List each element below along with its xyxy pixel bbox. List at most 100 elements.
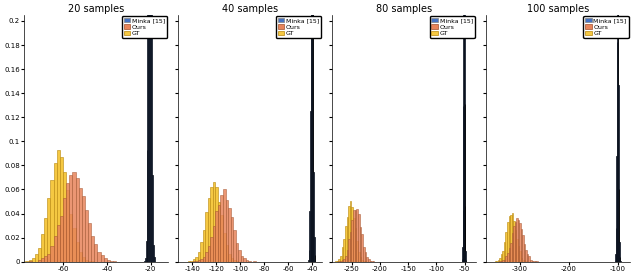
Bar — [518, 246, 519, 262]
Bar — [213, 226, 216, 262]
Bar — [72, 172, 75, 262]
Bar — [355, 210, 356, 262]
Bar — [63, 198, 66, 262]
Bar — [515, 222, 516, 262]
Bar — [521, 229, 522, 262]
Bar — [515, 230, 516, 262]
Bar — [363, 247, 365, 262]
Bar — [210, 237, 213, 262]
Bar — [98, 252, 101, 262]
Bar — [38, 248, 41, 262]
Bar — [79, 188, 82, 262]
Legend: Minka [15], Ours, GT: Minka [15], Ours, GT — [122, 16, 167, 38]
Bar — [524, 244, 526, 262]
Bar — [88, 261, 91, 262]
Bar — [238, 250, 240, 262]
Bar — [231, 258, 233, 262]
Bar — [107, 260, 110, 262]
Bar — [41, 234, 44, 262]
Bar — [188, 261, 190, 262]
Bar — [530, 260, 531, 262]
Bar — [190, 261, 193, 262]
Bar — [110, 261, 113, 262]
Legend: Minka [15], Ours, GT: Minka [15], Ours, GT — [276, 16, 321, 38]
Bar — [101, 255, 104, 262]
Bar — [351, 221, 353, 262]
Bar — [368, 259, 370, 262]
Bar — [345, 256, 347, 262]
Bar — [223, 233, 226, 262]
Bar — [521, 258, 522, 262]
Bar — [153, 245, 154, 262]
Bar — [66, 183, 69, 262]
Bar — [146, 150, 148, 262]
Bar — [513, 226, 515, 262]
Bar — [85, 210, 88, 262]
Bar — [501, 254, 502, 262]
Bar — [240, 256, 243, 262]
Bar — [69, 176, 72, 262]
Bar — [104, 258, 107, 262]
Bar — [236, 243, 238, 262]
Bar — [248, 261, 250, 262]
Bar — [501, 261, 502, 262]
Bar — [233, 230, 236, 262]
Bar — [355, 228, 356, 262]
Bar — [361, 234, 363, 262]
Bar — [502, 251, 504, 262]
Bar — [82, 256, 85, 262]
Bar — [221, 215, 223, 262]
Bar — [152, 175, 153, 262]
Bar — [519, 251, 521, 262]
Bar — [38, 260, 41, 262]
Bar — [353, 218, 355, 262]
Bar — [339, 259, 340, 262]
Bar — [60, 157, 63, 262]
Bar — [54, 236, 56, 262]
Bar — [498, 260, 500, 262]
Title: 20 samples: 20 samples — [68, 4, 124, 14]
Bar — [88, 223, 91, 262]
Bar — [510, 215, 512, 262]
Title: 80 samples: 80 samples — [376, 4, 432, 14]
Bar — [208, 246, 210, 262]
Bar — [363, 261, 365, 262]
Bar — [347, 217, 348, 262]
Bar — [508, 248, 510, 262]
Bar — [370, 261, 371, 262]
Bar — [529, 256, 530, 262]
Bar — [75, 178, 79, 262]
Bar — [82, 196, 85, 262]
Bar — [361, 260, 363, 262]
Bar — [519, 223, 521, 262]
Bar — [526, 250, 527, 262]
Bar — [216, 187, 218, 262]
Bar — [79, 252, 82, 262]
Bar — [358, 252, 359, 262]
Bar — [226, 200, 228, 262]
Bar — [195, 261, 198, 262]
Bar — [522, 260, 524, 262]
Bar — [195, 257, 198, 262]
Bar — [91, 261, 94, 262]
Bar — [358, 214, 359, 262]
Bar — [343, 240, 345, 262]
Bar — [512, 233, 513, 262]
Bar — [200, 242, 203, 262]
Bar — [69, 214, 72, 262]
Bar — [66, 190, 69, 262]
Bar — [221, 195, 223, 262]
Bar — [228, 208, 231, 262]
Bar — [56, 225, 60, 262]
Bar — [72, 228, 75, 262]
Bar — [210, 187, 213, 262]
Bar — [198, 260, 200, 262]
Bar — [345, 226, 347, 262]
Bar — [348, 239, 350, 262]
Bar — [365, 253, 366, 262]
Bar — [44, 256, 48, 262]
Bar — [504, 260, 505, 262]
Bar — [512, 213, 513, 262]
Bar — [223, 189, 226, 262]
Bar — [513, 221, 515, 262]
